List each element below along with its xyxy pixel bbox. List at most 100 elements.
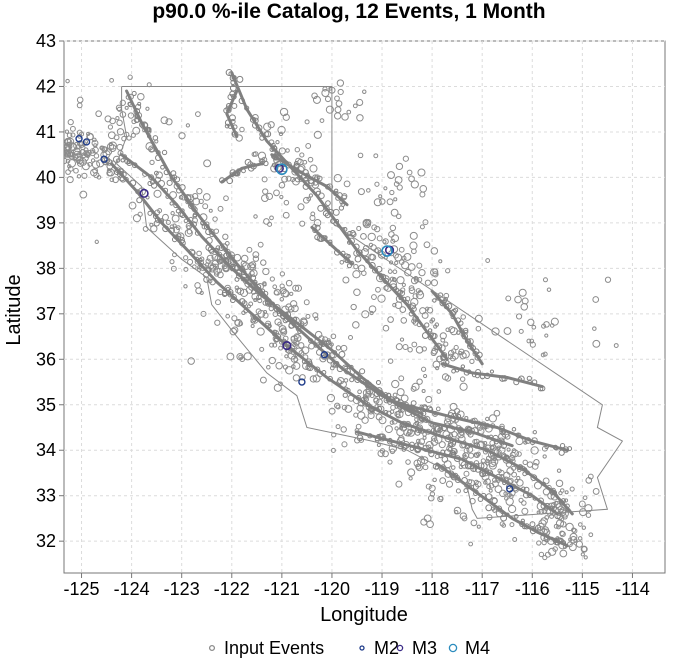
- input-event-point: [568, 543, 577, 552]
- fault-event-point: [409, 446, 415, 452]
- y-tick-label: 32: [36, 531, 56, 551]
- input-event-point: [503, 327, 512, 335]
- fault-event-point: [537, 385, 544, 392]
- input-event-point: [279, 194, 284, 200]
- input-event-point: [257, 241, 264, 248]
- fault-event-point: [302, 183, 310, 190]
- input-event-point: [183, 284, 188, 289]
- fault-event-point: [272, 155, 278, 161]
- fault-event-point: [491, 497, 498, 504]
- input-event-point: [432, 360, 441, 369]
- fault-event-point: [427, 407, 434, 413]
- fault-event-point: [315, 190, 321, 196]
- fault-line: [185, 198, 424, 416]
- input-event-point: [340, 344, 348, 352]
- input-event-point: [436, 389, 442, 394]
- input-event-point: [162, 213, 169, 221]
- fault-event-point: [348, 364, 354, 370]
- input-event-point: [259, 346, 265, 352]
- input-event-point: [378, 194, 383, 199]
- input-event-point: [422, 435, 427, 440]
- input-event-point: [196, 250, 202, 257]
- input-event-point: [389, 420, 395, 425]
- fault-event-point: [471, 372, 477, 378]
- input-event-point: [353, 288, 361, 297]
- fault-event-point: [229, 90, 236, 97]
- plot-frame: [63, 40, 666, 574]
- input-event-point: [309, 375, 318, 383]
- input-event-point: [515, 313, 523, 320]
- fault-event-point: [273, 157, 280, 164]
- input-event-point: [460, 314, 466, 320]
- input-event-point: [401, 282, 406, 287]
- fault-event-point: [511, 427, 517, 432]
- input-event-point: [388, 260, 394, 265]
- fault-event-point: [302, 169, 309, 176]
- fault-event-point: [168, 227, 175, 234]
- input-event-point: [109, 77, 115, 83]
- fault-event-point: [562, 446, 570, 453]
- fault-event-point: [489, 445, 495, 451]
- input-event-point: [178, 132, 186, 140]
- input-event-point: [330, 447, 336, 453]
- input-event-point: [343, 180, 351, 188]
- input-event-point: [311, 92, 318, 100]
- input-event-point: [348, 334, 354, 340]
- input-event-point: [395, 213, 402, 220]
- input-event-point: [453, 344, 459, 351]
- input-event-point: [421, 388, 426, 394]
- input-event-point: [592, 326, 597, 331]
- fault-event-point: [513, 379, 520, 386]
- input-event-point: [241, 262, 250, 271]
- input-event-point: [409, 231, 418, 240]
- fault-event-point: [226, 177, 234, 185]
- fault-event-point: [349, 260, 355, 266]
- input-event-point: [571, 527, 577, 533]
- input-event-point: [292, 374, 300, 382]
- input-event-point: [66, 132, 73, 139]
- input-event-point: [324, 95, 332, 103]
- input-event-point: [424, 279, 432, 286]
- fault-event-point: [489, 451, 496, 457]
- fault-event-point: [489, 423, 496, 429]
- fault-event-point: [224, 119, 232, 127]
- input-event-point: [371, 294, 377, 300]
- input-event-point: [398, 246, 405, 253]
- input-event-point: [93, 153, 100, 159]
- input-event-point: [183, 266, 189, 272]
- input-event-point: [382, 238, 389, 245]
- input-event-point: [170, 211, 175, 216]
- input-event-point: [509, 451, 516, 458]
- fault-event-point: [469, 464, 474, 470]
- input-event-point: [587, 473, 594, 480]
- fault-event-point: [502, 480, 507, 486]
- fault-event-point: [282, 317, 289, 324]
- fault-event-point: [437, 292, 444, 298]
- state-border-layer: [116, 86, 624, 519]
- fault-event-point: [422, 416, 429, 423]
- fault-event-point: [244, 105, 250, 111]
- fault-event-point: [523, 523, 530, 530]
- input-event-point: [234, 319, 241, 326]
- input-event-point: [273, 383, 282, 392]
- x-tick-label: -118: [415, 579, 450, 599]
- input-event-point: [379, 448, 386, 454]
- input-event-point: [531, 324, 537, 330]
- input-event-point: [262, 312, 269, 319]
- input-event-point: [423, 374, 428, 379]
- input-event-point: [128, 201, 137, 210]
- input-event-point: [131, 119, 137, 125]
- fault-event-point: [226, 108, 232, 113]
- input-event-point: [387, 358, 394, 364]
- input-event-point: [392, 302, 397, 308]
- input-event-point: [431, 435, 438, 442]
- input-event-point: [518, 288, 527, 297]
- plot-area: [63, 40, 666, 574]
- input-event-point: [272, 284, 278, 290]
- fault-event-point: [326, 356, 334, 364]
- input-event-point: [361, 310, 370, 319]
- input-event-point: [215, 299, 221, 306]
- input-event-point: [581, 525, 587, 530]
- input-event-point: [461, 515, 468, 522]
- fault-event-point: [354, 376, 361, 383]
